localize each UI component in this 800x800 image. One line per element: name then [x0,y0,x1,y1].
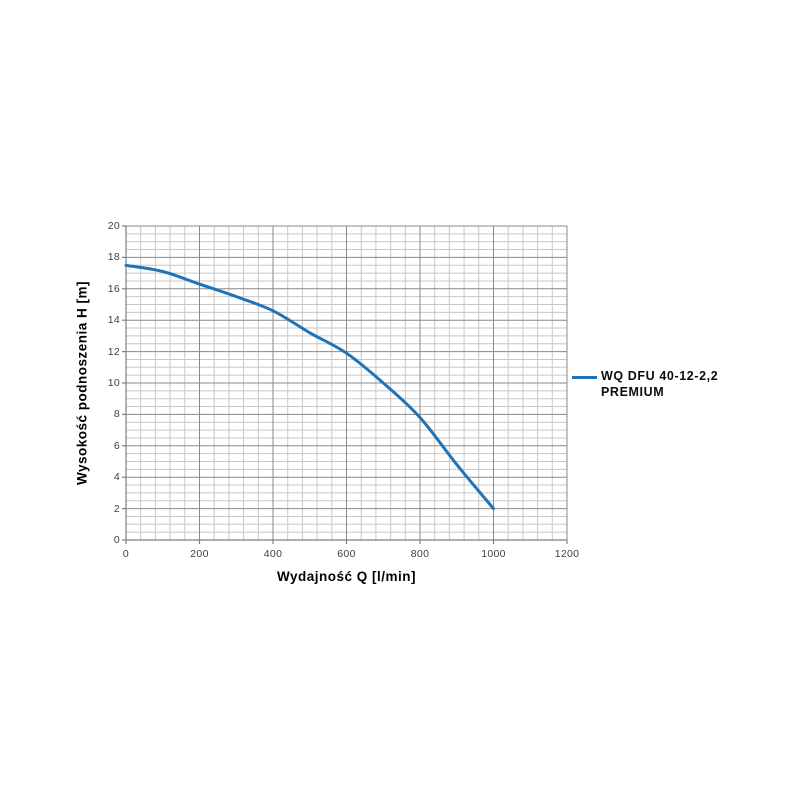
y-tick-label: 14 [107,314,120,327]
x-tick-label: 800 [410,548,430,560]
x-tick-label: 600 [337,548,356,560]
y-tick-label: 18 [107,251,120,264]
y-tick-label: 20 [107,220,120,232]
y-tick-label: 12 [107,345,120,358]
y-axis-title: Wysokość podnoszenia H [m] [74,280,90,486]
legend: WQ DFU 40-12-2,2 PREMIUM [572,369,718,400]
y-tick-label: 0 [113,534,120,546]
x-tick-label: 1200 [554,548,580,560]
y-tick-label: 4 [113,471,120,484]
legend-line-sample [572,376,597,379]
legend-label: WQ DFU 40-12-2,2 PREMIUM [601,369,718,400]
y-tick-label: 6 [113,439,120,452]
x-tick-label: 400 [263,548,283,560]
y-tick-label: 10 [107,377,120,389]
legend-label-line2: PREMIUM [601,384,665,399]
series-line [124,263,495,511]
y-tick-label: 8 [113,408,120,421]
y-tick-label: 2 [113,502,120,515]
x-tick-label: 0 [122,548,130,560]
x-tick-label: 1000 [481,548,506,560]
legend-label-line1: WQ DFU 40-12-2,2 [601,369,719,383]
x-tick-label: 200 [190,548,209,560]
axes [122,225,568,544]
y-tick-label: 16 [107,282,120,295]
x-axis-title: Wydajność Q [l/min] [276,569,416,584]
